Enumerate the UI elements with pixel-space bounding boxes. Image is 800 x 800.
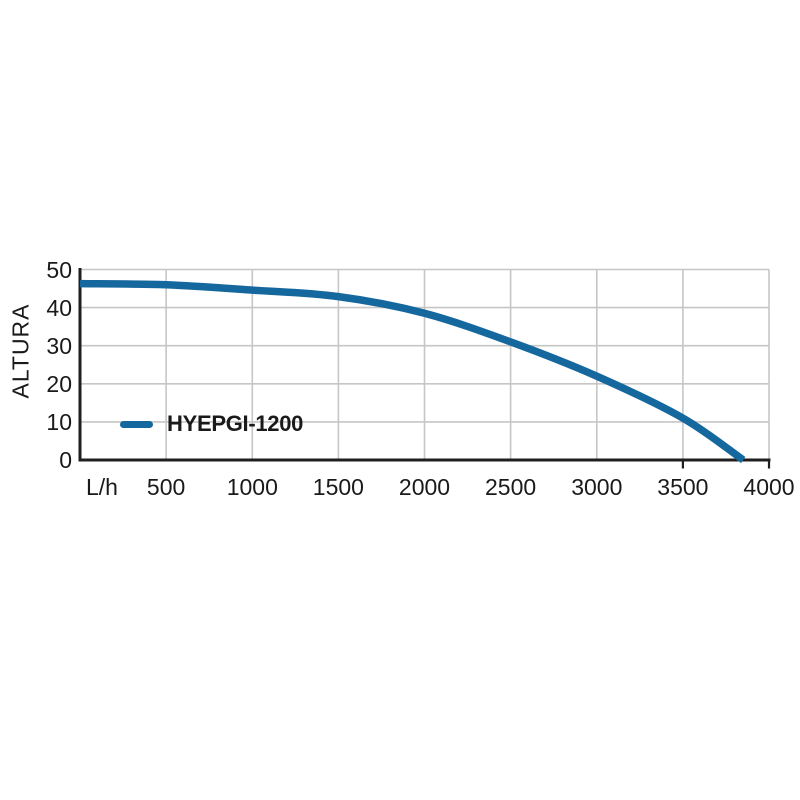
series-curve: [79, 279, 746, 464]
x-tick-label: 500: [146, 474, 186, 500]
y-tick-label: 10: [46, 408, 72, 435]
y-tick-label: 50: [46, 256, 72, 283]
x-tick-label: 1500: [312, 474, 364, 500]
x-tick-label: 4000: [743, 474, 795, 500]
y-tick-label: 20: [46, 370, 72, 397]
y-tick-label: 30: [46, 332, 72, 359]
x-axis-unit-label: L/h: [86, 474, 118, 500]
x-tick-label: 3000: [571, 474, 623, 500]
x-tick-label: 2500: [485, 474, 537, 500]
x-tick-label: 3500: [657, 474, 709, 500]
y-tick-label: 40: [46, 294, 72, 321]
legend-series-label: HYEPGI-1200: [167, 411, 304, 436]
legend: HYEPGI-1200: [120, 411, 304, 436]
legend-line-swatch: [120, 420, 153, 428]
x-tick-label: 1000: [226, 474, 278, 500]
x-tick-label: 2000: [398, 474, 451, 500]
y-tick-label: 0: [59, 447, 72, 473]
